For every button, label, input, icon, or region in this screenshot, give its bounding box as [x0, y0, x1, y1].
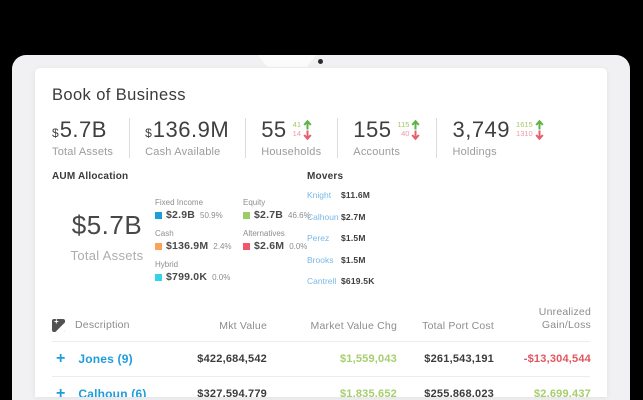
column-header-total-port-cost[interactable]: Total Port Cost [422, 319, 494, 332]
row-name-link[interactable]: Calhoun (6) [78, 386, 147, 398]
aum-section-title: AUM Allocation [52, 171, 129, 182]
kpi-value: 155 [353, 117, 392, 142]
kpi-label: Households [261, 146, 322, 158]
cell-unrealized-gain-loss: -$13,304,544 [523, 352, 591, 365]
mover-value: $2.7M [341, 211, 366, 222]
up-count: 1615 [516, 120, 533, 129]
aum-legend: Fixed Income $2.9B 50.9% Equity $ [155, 190, 331, 283]
movers-section-title: Movers [307, 171, 344, 182]
column-header-market-value-chg[interactable]: Market Value Chg [310, 319, 397, 332]
kpi-label: Cash Available [145, 146, 221, 158]
down-arrow-icon [303, 130, 312, 140]
column-header-unrealized-gain-loss[interactable]: Unrealized Gain/Loss [538, 305, 591, 331]
up-arrow-icon [303, 120, 312, 130]
mover-link[interactable]: Brooks [307, 254, 334, 265]
up-arrow-icon [411, 120, 421, 130]
table-row: + Jones (9) $422,684,542 $1,559,043 $261… [52, 340, 591, 376]
expand-row-button[interactable]: + [56, 349, 66, 367]
device-notch [258, 55, 316, 67]
kpi-change-stats: 115 40 [398, 120, 421, 140]
up-count: 115 [397, 120, 410, 129]
down-count: 14 [292, 129, 302, 138]
mover-row: Cantrell $619.5K [307, 276, 590, 286]
up-count: 41 [292, 120, 302, 129]
legend-swatch [155, 273, 162, 281]
mover-row: Knight $11.6M [307, 190, 590, 200]
cell-mkt-value: $327,594,779 [197, 387, 267, 398]
currency-prefix: $ [145, 126, 152, 140]
legend-swatch [243, 211, 250, 219]
legend-swatch [243, 242, 250, 250]
up-arrow-icon [535, 120, 544, 130]
mover-value: $1.5M [341, 254, 366, 265]
aum-total: $5.7B Total Assets [52, 190, 162, 283]
column-header-description[interactable]: Description [75, 319, 130, 331]
mover-value: $11.6M [341, 190, 371, 200]
page-title: Book of Business [52, 86, 186, 104]
cell-unrealized-gain-loss: $2,699,437 [533, 387, 591, 398]
cell-mkt-value: $422,684,542 [197, 352, 267, 365]
legend-swatch [155, 242, 162, 250]
aum-total-value: $5.7B [71, 210, 143, 240]
movers-section: Movers Knight $11.6M Calhoun $2.7M Perez… [307, 171, 590, 298]
holdings-table: Description Mkt Value Market Value Chg T… [52, 302, 591, 398]
mover-value: $1.5M [341, 233, 366, 243]
down-arrow-icon [411, 130, 421, 140]
kpi-households: 55 41 14 Households [245, 118, 337, 158]
row-name-link[interactable]: Jones (9) [78, 351, 133, 366]
kpi-value: 5.7B [59, 117, 107, 142]
kpi-holdings: 3,749 1615 1310 Holdings [436, 118, 559, 158]
cell-market-value-chg: $1,835,652 [339, 387, 397, 398]
kpi-cash-available: $ 136.9M Cash Available [129, 118, 245, 158]
mover-row: Brooks $1.5M [307, 255, 590, 265]
mover-link[interactable]: Cantrell [307, 276, 337, 286]
cell-market-value-chg: $1,559,043 [339, 352, 397, 365]
legend-item-equity: Equity $2.7B 46.6% [243, 198, 311, 221]
down-arrow-icon [535, 130, 544, 140]
kpi-value: 3,749 [452, 117, 511, 142]
camera-dot [318, 59, 323, 64]
kpi-accounts: 155 115 40 Accounts [337, 118, 436, 158]
expand-row-button[interactable]: + [56, 384, 66, 397]
legend-item-alternatives: Alternatives $2.6M 0.0% [243, 229, 308, 252]
kpi-label: Accounts [353, 146, 401, 158]
legend-item-cash: Cash $136.9M 2.4% [155, 229, 232, 252]
kpi-total-assets: $ 5.7B Total Assets [52, 117, 129, 159]
kpi-row: $ 5.7B Total Assets $ 136.9M Cash Availa… [52, 118, 590, 171]
kpi-change-stats: 1615 1310 [516, 120, 544, 140]
legend-swatch [155, 211, 162, 219]
kpi-value: 55 [261, 117, 287, 142]
mover-row: Perez $1.5M [307, 233, 590, 243]
device-bezel: Book of Business $ 5.7B Total Assets $ 1… [12, 55, 630, 400]
kpi-value: 136.9M [152, 117, 230, 142]
down-count: 1310 [516, 129, 533, 138]
column-header-mkt-value[interactable]: Mkt Value [219, 319, 267, 332]
mover-value: $619.5K [341, 276, 375, 286]
currency-prefix: $ [52, 126, 59, 140]
table-row: + Calhoun (6) $327,594,779 $1,835,652 $2… [52, 375, 591, 398]
dashboard-card: Book of Business $ 5.7B Total Assets $ 1… [35, 68, 607, 397]
cell-total-port-cost: $255,868,023 [424, 387, 494, 398]
kpi-change-stats: 41 14 [293, 120, 312, 140]
mover-link[interactable]: Knight [307, 190, 332, 200]
aum-allocation-section: AUM Allocation $5.7B Total Assets Fixed … [52, 171, 311, 298]
table-header: Description Mkt Value Market Value Chg T… [52, 302, 591, 341]
mid-section: AUM Allocation $5.7B Total Assets Fixed … [52, 171, 590, 298]
legend-item-fixed-income: Fixed Income $2.9B 50.9% [155, 198, 223, 221]
legend-item-hybrid: Hybrid $799.0K 0.0% [155, 260, 231, 283]
kpi-label: Total Assets [52, 146, 114, 158]
kpi-label: Holdings [452, 146, 497, 158]
aum-total-label: Total Assets [70, 248, 144, 263]
cell-total-port-cost: $261,543,191 [424, 352, 494, 365]
mover-link[interactable]: Perez [307, 233, 330, 243]
mover-link[interactable]: Calhoun [307, 211, 339, 222]
down-count: 40 [401, 129, 410, 138]
mover-row: Calhoun $2.7M [307, 212, 590, 222]
table-settings-icon[interactable] [52, 318, 65, 332]
